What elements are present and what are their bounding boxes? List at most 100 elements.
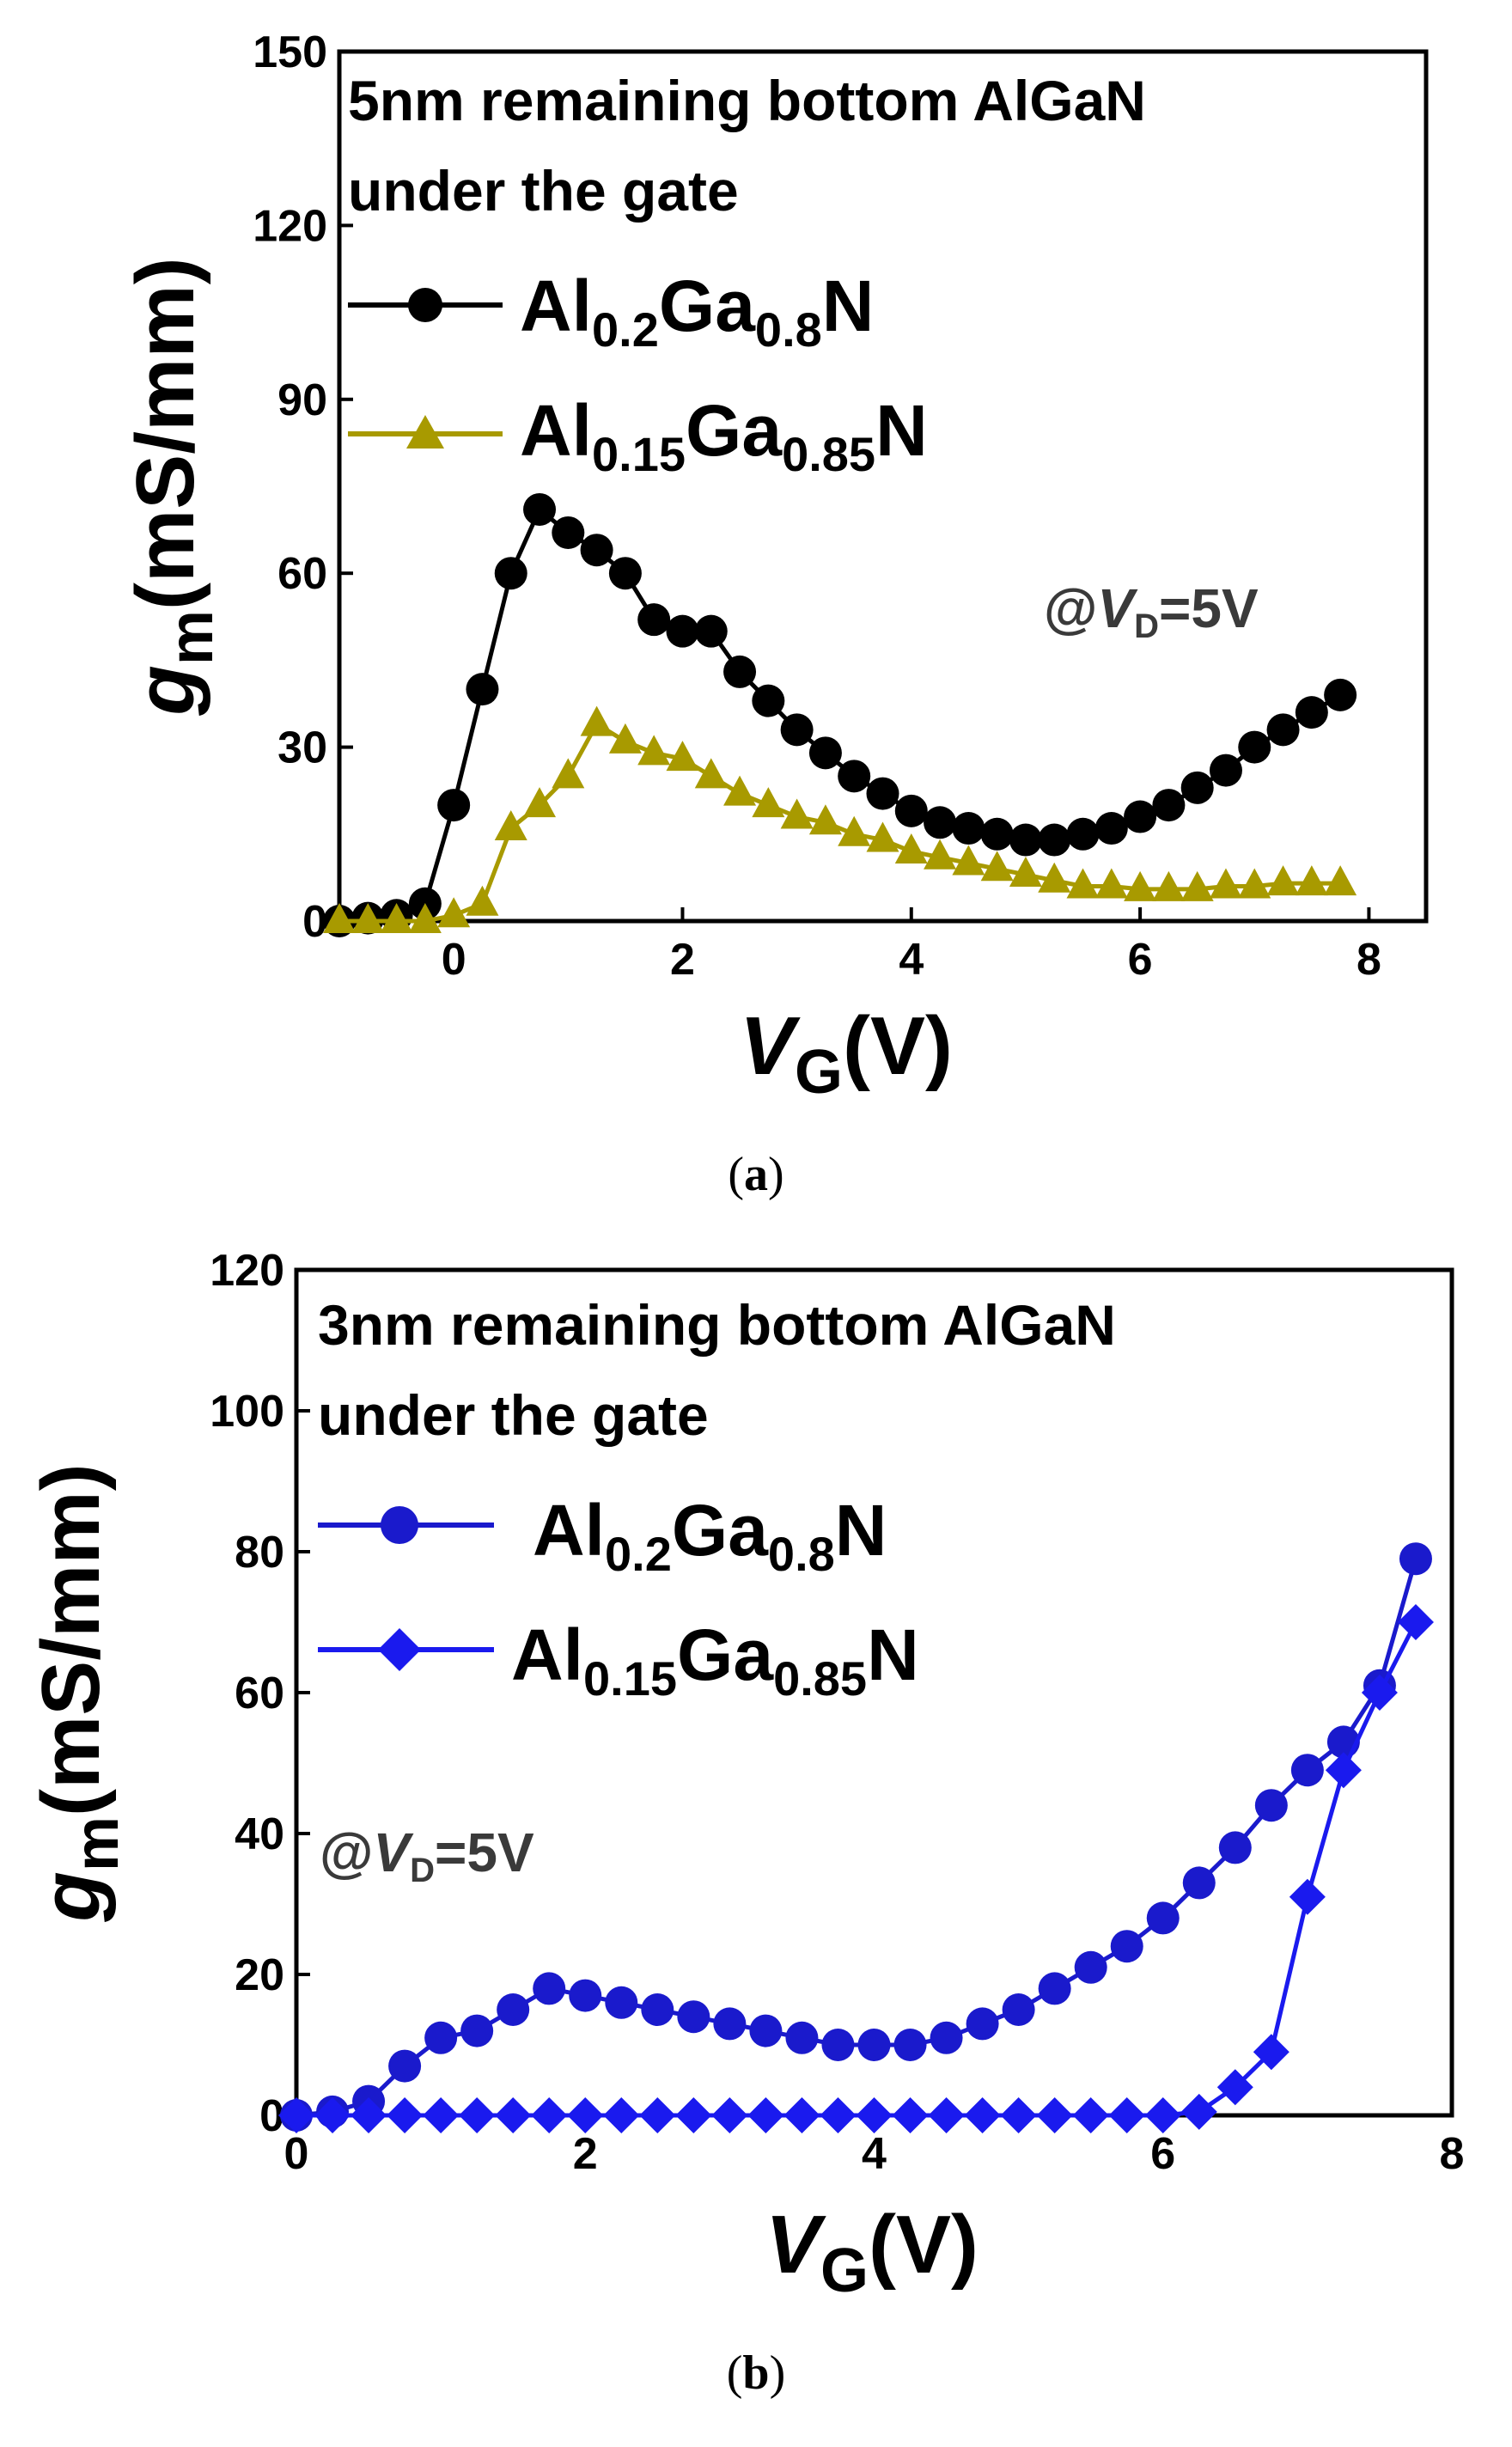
- condition-sub-b: D: [410, 1852, 435, 1889]
- data-point-a-1-28: [1124, 870, 1157, 901]
- data-point-b-0-27: [1254, 1789, 1288, 1822]
- data-point-b-1-26: [1216, 2069, 1253, 2106]
- xlabel-unit-a: (V): [843, 1000, 953, 1092]
- data-point-b-0-11: [677, 2000, 710, 2034]
- ylabel-sub-a: m: [157, 610, 226, 665]
- legend-label-b-1: Al0.15Ga0.85N: [511, 1614, 919, 1706]
- x-tick-label-a-4: 8: [1357, 935, 1381, 985]
- ylabel-var-a: g: [119, 665, 211, 717]
- data-point-a-0-14: [723, 655, 757, 688]
- data-point-a-0-23: [980, 817, 1014, 851]
- data-point-b-0-3: [388, 2049, 422, 2083]
- xlabel-sub-a: G: [795, 1038, 843, 1107]
- data-point-a-1-25: [1038, 862, 1071, 893]
- x-tick-label-b-0: 0: [284, 2129, 309, 2179]
- legend-marker-b-0: [381, 1506, 418, 1544]
- data-point-a-1-16: [780, 798, 814, 829]
- data-point-a-1-30: [1180, 870, 1214, 901]
- data-point-a-1-20: [894, 833, 928, 864]
- data-point-b-1-20: [1000, 2097, 1037, 2133]
- data-point-b-1-0: [278, 2097, 314, 2133]
- data-point-a-0-20: [894, 794, 928, 827]
- caption-letter-b: b: [742, 2346, 769, 2400]
- y-tick-label-b-1: 20: [235, 1950, 284, 2000]
- legend-n-b-0: N: [835, 1490, 887, 1571]
- data-point-a-1-19: [866, 821, 899, 852]
- data-point-a-0-9: [580, 534, 613, 567]
- data-point-b-1-13: [747, 2097, 784, 2133]
- data-point-b-1-23: [1108, 2097, 1145, 2133]
- data-point-b-0-17: [893, 2029, 927, 2061]
- data-point-a-1-33: [1266, 865, 1300, 896]
- data-point-b-1-29: [1325, 1752, 1362, 1789]
- x-tick-label-a-1: 2: [670, 935, 695, 985]
- data-point-b-1-21: [1036, 2097, 1073, 2133]
- annotation-line-1-b: 3nm remaining bottom AlGaN: [318, 1293, 1116, 1357]
- ylabel-unit-b: (mS/mm): [25, 1463, 117, 1816]
- condition-prefix-b: @: [320, 1822, 373, 1883]
- data-point-a-0-25: [1038, 823, 1071, 857]
- data-point-b-0-7: [533, 1972, 566, 2005]
- data-point-b-1-11: [675, 2097, 712, 2133]
- data-point-b-0-12: [713, 2007, 747, 2041]
- y-axis-label-a: gm(mS/mm): [119, 257, 226, 716]
- data-point-b-0-10: [641, 1993, 674, 2026]
- data-point-a-1-9: [580, 705, 613, 736]
- data-point-b-1-24: [1144, 2097, 1181, 2133]
- data-point-a-0-12: [666, 614, 699, 648]
- data-point-b-0-31: [1399, 1542, 1432, 1576]
- legend-label-b-0: Al0.2Ga0.8N: [533, 1490, 887, 1581]
- y-tick-label-b-6: 120: [210, 1246, 284, 1296]
- y-tick-label-a-4: 120: [253, 201, 327, 251]
- data-point-a-0-32: [1238, 730, 1271, 764]
- legend-n-a-1: N: [875, 390, 928, 471]
- data-point-a-0-17: [808, 736, 842, 770]
- data-point-a-1-24: [1009, 857, 1042, 888]
- xlabel-var-a: V: [740, 1000, 801, 1092]
- data-point-a-1-4: [437, 897, 471, 928]
- annotation-line-1-a: 5nm remaining bottom AlGaN: [348, 69, 1146, 132]
- data-point-a-1-35: [1324, 865, 1357, 896]
- caption-letter-a: a: [744, 1148, 768, 1201]
- data-point-a-1-21: [924, 839, 957, 870]
- legend-label-a-1: Al0.15Ga0.85N: [520, 390, 928, 481]
- legend-n-a-0: N: [822, 265, 875, 346]
- y-tick-label-a-2: 60: [277, 549, 327, 599]
- data-point-a-1-6: [494, 810, 527, 841]
- data-point-a-0-35: [1324, 678, 1357, 711]
- legend-el-a-0: Al: [520, 265, 592, 346]
- data-point-b-0-23: [1110, 1930, 1143, 1963]
- data-point-a-1-10: [608, 723, 642, 754]
- data-point-b-1-1: [314, 2097, 351, 2133]
- x-tick-label-a-2: 4: [899, 935, 924, 985]
- data-point-a-0-29: [1152, 789, 1186, 822]
- x-axis-label-b: VG(V): [765, 2199, 979, 2305]
- x-tick-label-a-0: 0: [442, 935, 466, 985]
- series-line-a-0: [338, 507, 1342, 924]
- condition-var-b: V: [373, 1822, 414, 1883]
- data-point-b-1-2: [351, 2097, 387, 2133]
- data-point-b-0-5: [460, 2014, 494, 2047]
- data-point-b-0-18: [930, 2021, 963, 2054]
- condition-suffix-a: =5V: [1159, 577, 1259, 639]
- data-point-a-1-0: [323, 903, 356, 933]
- data-point-b-0-22: [1074, 1950, 1107, 1984]
- legend-b: Al0.2Ga0.8N Al0.15Ga0.85N: [318, 1490, 919, 1706]
- data-point-a-1-3: [408, 903, 442, 933]
- data-point-a-0-6: [494, 557, 527, 590]
- data-point-a-0-10: [608, 557, 642, 590]
- y-tick-label-b-3: 60: [235, 1669, 284, 1718]
- data-point-a-0-19: [866, 777, 899, 810]
- y-axis-label-b: gm(mS/mm): [25, 1463, 131, 1922]
- data-point-b-1-10: [639, 2097, 676, 2133]
- data-point-b-1-5: [459, 2097, 496, 2133]
- data-point-b-0-13: [749, 2014, 783, 2047]
- data-point-a-1-5: [466, 885, 499, 916]
- data-point-b-1-4: [423, 2097, 460, 2133]
- data-point-a-1-32: [1238, 868, 1271, 899]
- data-point-b-1-19: [964, 2097, 1001, 2133]
- plot-data-b: [278, 1542, 1434, 2133]
- plot-frame-a: [337, 49, 1429, 924]
- legend-n-b-1: N: [867, 1614, 919, 1695]
